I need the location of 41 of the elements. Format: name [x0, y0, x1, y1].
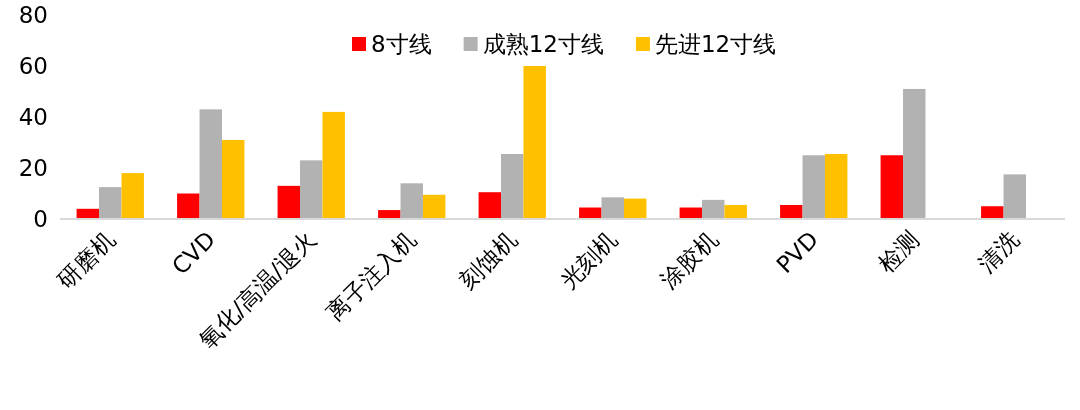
- bar: [523, 66, 546, 219]
- x-tick-label: 研磨机: [52, 226, 120, 294]
- bar: [501, 153, 524, 219]
- y-tick-label: 40: [18, 104, 48, 130]
- y-tick-label: 60: [18, 53, 48, 79]
- legend-label: 8寸线: [371, 31, 432, 57]
- x-tick-label: 检测: [872, 226, 924, 278]
- legend-label: 先进12寸线: [654, 31, 777, 57]
- bar: [981, 206, 1004, 219]
- bar: [478, 192, 502, 219]
- bar: [702, 199, 725, 219]
- bar: [121, 173, 144, 219]
- bar: [422, 194, 446, 219]
- bar: [903, 88, 926, 219]
- bar: [99, 187, 122, 219]
- bar: [780, 204, 803, 219]
- y-tick-label: 80: [18, 2, 48, 28]
- bar: [277, 185, 301, 219]
- bar: [601, 197, 624, 219]
- x-tick-label: 离子注入机: [321, 226, 422, 326]
- bar: [880, 155, 904, 219]
- bar: [199, 109, 222, 219]
- bar: [322, 111, 345, 219]
- bar: [378, 210, 401, 219]
- bar: [400, 183, 423, 219]
- bar: [802, 155, 825, 219]
- bar: [824, 153, 848, 219]
- bar: [1003, 174, 1026, 219]
- x-tick-label: 清洗: [973, 226, 1025, 278]
- bar: [300, 160, 323, 219]
- bar: [623, 198, 647, 219]
- x-tick-label: 光刻机: [555, 226, 623, 294]
- bar: [177, 193, 200, 219]
- bar: [724, 204, 747, 219]
- x-tick-label: 刻蚀机: [454, 226, 522, 294]
- legend-label: 成熟12寸线: [482, 31, 604, 57]
- bar: [221, 139, 245, 219]
- x-tick-label: CVD: [166, 226, 221, 280]
- y-tick-label: 20: [18, 155, 48, 181]
- x-tick-label: 涂胶机: [655, 226, 723, 294]
- y-tick-label: 0: [33, 206, 48, 232]
